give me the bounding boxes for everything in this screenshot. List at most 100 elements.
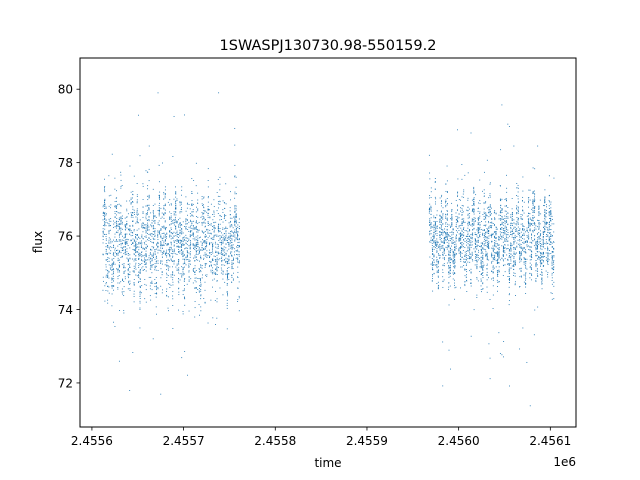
scatter-point [173,261,175,263]
scatter-point [113,285,115,287]
scatter-point [149,285,151,287]
scatter-point [222,254,224,255]
scatter-point [172,274,173,276]
scatter-point [530,241,532,243]
scatter-point [230,220,232,222]
scatter-point [222,209,224,211]
scatter-point [128,229,129,231]
scatter-point [451,241,453,243]
scatter-point [219,237,221,239]
scatter-point [486,228,488,229]
scatter-point [532,167,534,169]
scatter-point [467,231,469,233]
scatter-point [178,246,179,248]
scatter-point [432,268,433,270]
scatter-point [212,214,213,216]
scatter-point [107,276,109,278]
scatter-point [157,243,159,244]
scatter-point [124,236,126,237]
scatter-point [141,285,143,287]
scatter-point [124,270,126,272]
scatter-point [178,239,180,241]
scatter-point [179,240,181,242]
scatter-point [461,233,463,235]
scatter-point [467,197,469,199]
scatter-point [155,296,157,298]
scatter-point [102,225,104,226]
scatter-point [114,263,116,265]
scatter-point [108,223,110,225]
scatter-point [446,232,448,234]
scatter-point [437,287,439,289]
scatter-point [450,248,451,250]
scatter-point [132,201,134,203]
scatter-point [522,228,524,230]
scatter-point [508,272,510,274]
scatter-point [505,198,507,200]
scatter-point [488,216,490,218]
scatter-point [442,341,444,343]
scatter-point [118,225,120,227]
scatter-point [470,272,472,274]
scatter-point [173,214,175,216]
scatter-point [157,252,159,254]
scatter-point [468,239,470,241]
scatter-point [111,269,113,271]
scatter-point [482,234,483,235]
scatter-point [154,258,156,260]
scatter-point [200,255,202,257]
scatter-point [237,299,239,301]
scatter-point [431,264,433,266]
scatter-point [500,149,502,151]
scatter-point [225,227,227,229]
scatter-point [550,215,552,217]
scatter-point [113,286,115,287]
scatter-point [120,233,122,235]
scatter-point [222,248,224,250]
scatter-point [532,230,534,231]
scatter-point [461,244,463,245]
scatter-point [142,199,144,200]
scatter-point [229,242,231,244]
scatter-point [499,218,501,220]
scatter-point [436,214,438,216]
scatter-point [150,212,152,214]
scatter-point [218,224,219,226]
scatter-point [237,242,239,243]
scatter-point [472,209,473,211]
scatter-point [458,239,460,240]
scatter-point [544,226,546,228]
scatter-point [443,243,445,244]
scatter-point [544,205,546,207]
scatter-point [527,219,529,220]
scatter-point [125,249,127,250]
scatter-point [157,92,159,94]
scatter-point [510,222,512,224]
scatter-point [215,274,217,275]
scatter-point [544,248,546,250]
scatter-point [513,243,515,245]
scatter-point [105,282,107,283]
scatter-point [229,247,231,249]
scatter-point [207,229,209,231]
scatter-point [132,270,134,272]
scatter-point [173,250,175,252]
scatter-point [479,226,481,228]
scatter-point [203,197,205,199]
scatter-point [439,231,441,233]
scatter-point [507,259,509,261]
scatter-point [227,293,228,295]
scatter-point [546,206,548,208]
scatter-point [175,212,177,214]
scatter-point [200,236,201,238]
scatter-point [477,221,479,223]
scatter-point [460,255,462,257]
scatter-point [513,247,515,249]
scatter-point [104,212,105,214]
scatter-point [236,246,237,248]
scatter-point [172,328,174,329]
scatter-point [538,224,540,226]
scatter-point [430,237,432,239]
scatter-point [164,228,166,230]
scatter-point [146,204,148,206]
